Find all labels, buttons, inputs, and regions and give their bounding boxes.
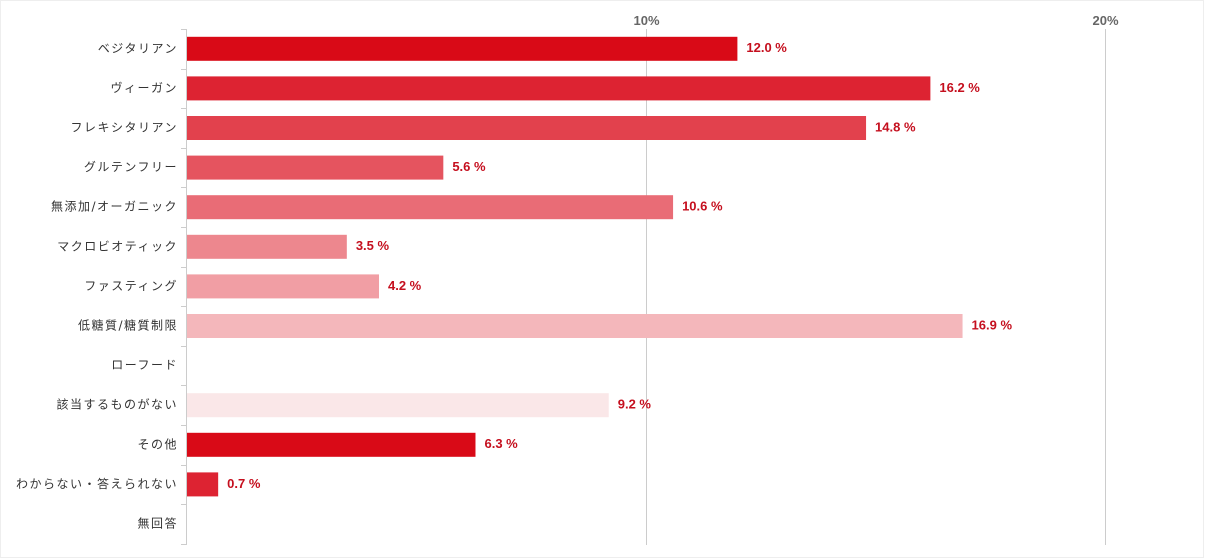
category-label: 無添加/オーガニック bbox=[51, 199, 178, 214]
category-label: 低糖質/糖質制限 bbox=[78, 318, 178, 333]
bar bbox=[187, 155, 444, 180]
bar bbox=[187, 195, 674, 220]
bar bbox=[187, 36, 738, 61]
bar bbox=[187, 274, 379, 299]
bar bbox=[187, 116, 867, 140]
category-label: 無回答 bbox=[137, 516, 178, 531]
value-label: 4.2 % bbox=[388, 278, 422, 293]
bar bbox=[187, 432, 476, 457]
category-label: マクロビオティック bbox=[57, 239, 178, 253]
x-tick-label: 20% bbox=[1092, 13, 1118, 28]
value-label: 12.0 % bbox=[746, 40, 787, 55]
value-label: 3.5 % bbox=[356, 238, 390, 253]
label-layer: 10% 20% ベジタリアン 12.0 % ヴィーガン 16.2 % フレキシタリアン 14.… bbox=[16, 13, 1119, 531]
category-label: ファスティング bbox=[84, 279, 178, 293]
value-label: 5.6 % bbox=[452, 159, 486, 174]
value-label: 16.2 % bbox=[939, 80, 980, 95]
category-label: ヴィーガン bbox=[110, 80, 178, 95]
category-label: グルテンフリー bbox=[84, 160, 178, 174]
grid-layer bbox=[181, 29, 1106, 545]
bar bbox=[187, 314, 963, 338]
bar-layer bbox=[187, 36, 963, 497]
category-label: フレキシタリアン bbox=[70, 121, 178, 135]
bar bbox=[187, 472, 219, 497]
value-label: 14.8 % bbox=[875, 119, 916, 134]
value-label: 10.6 % bbox=[682, 199, 723, 214]
bar bbox=[187, 76, 931, 101]
category-label: 該当するものがない bbox=[56, 397, 178, 412]
category-label: ローフード bbox=[111, 358, 178, 372]
value-label: 0.7 % bbox=[227, 476, 261, 491]
category-label: わからない・答えられない bbox=[16, 476, 178, 491]
category-label: ベジタリアン bbox=[98, 41, 178, 55]
bar bbox=[187, 393, 609, 418]
value-label: 9.2 % bbox=[618, 397, 652, 412]
value-label: 16.9 % bbox=[972, 317, 1013, 332]
category-label: その他 bbox=[137, 437, 178, 451]
value-label: 6.3 % bbox=[484, 436, 518, 451]
bar bbox=[187, 234, 347, 259]
x-tick-label: 10% bbox=[633, 13, 659, 28]
